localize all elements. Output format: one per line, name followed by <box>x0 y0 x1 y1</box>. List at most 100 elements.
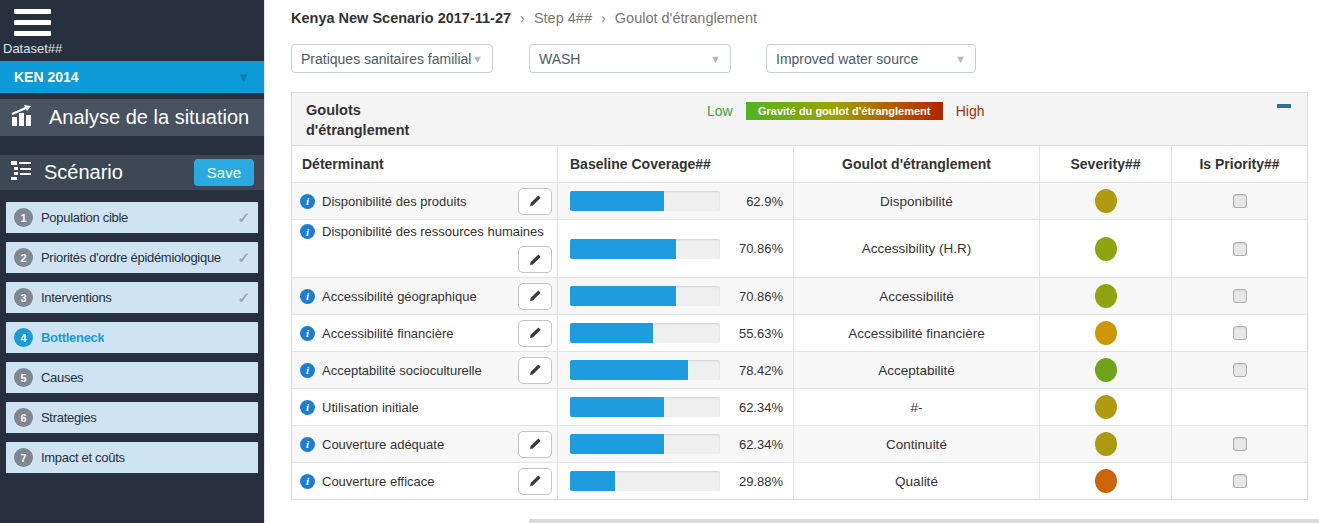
edit-button[interactable] <box>518 283 552 310</box>
sidebar-step-item[interactable]: 1 Population cible ✓ <box>6 202 258 233</box>
bottleneck-cell: Accessibility (H.R) <box>794 220 1040 277</box>
scenario-steps: 1 Population cible ✓ 2 Priorités d'ordre… <box>6 202 258 482</box>
list-icon <box>10 159 32 186</box>
coverage-bar-track <box>570 323 720 343</box>
edit-button[interactable] <box>518 468 552 495</box>
priority-checkbox[interactable] <box>1233 437 1247 451</box>
breadcrumb-scenario[interactable]: Kenya New Scenario 2017-11-27 <box>291 10 511 26</box>
sidebar-item-label: Scénario <box>44 161 123 184</box>
edit-button[interactable] <box>518 188 552 215</box>
sidebar-step-item[interactable]: 7 Impact et coûts ✓ <box>6 442 258 473</box>
sidebar-step-item[interactable]: 6 Strategies ✓ <box>6 402 258 433</box>
column-header-bottleneck: Goulot d'étranglement <box>794 146 1040 182</box>
chevron-right-icon: › <box>601 10 606 26</box>
step-number-badge: 6 <box>14 408 33 427</box>
bottleneck-cell: Continuité <box>794 426 1040 462</box>
chart-icon <box>10 104 37 132</box>
baseline-coverage-cell: 62.34% <box>558 426 794 462</box>
bottom-divider <box>529 519 1319 523</box>
column-header-baseline-coverage: Baseline Coverage## <box>558 146 794 182</box>
severity-gradient-bar: Gravité du goulot d'étranglement <box>746 102 943 120</box>
table-header: Déterminant Baseline Coverage## Goulot d… <box>292 145 1307 182</box>
coverage-bar-fill <box>570 360 688 380</box>
priority-checkbox[interactable] <box>1233 326 1247 340</box>
intervention-group-dropdown[interactable]: WASH ▼ <box>529 44 731 73</box>
intervention-category-dropdown[interactable]: Pratiques sanitaires familiales ▼ <box>291 44 493 73</box>
severity-indicator <box>1095 284 1117 308</box>
baseline-coverage-cell: 62.9% <box>558 183 794 219</box>
coverage-bar-fill <box>570 397 664 417</box>
sidebar-step-item[interactable]: 5 Causes ✓ <box>6 362 258 393</box>
edit-button[interactable] <box>518 357 552 384</box>
sidebar-item-situation-analysis[interactable]: Analyse de la situation <box>0 99 264 136</box>
info-icon[interactable]: i <box>300 224 315 239</box>
collapse-panel-icon[interactable] <box>1277 104 1291 108</box>
coverage-value: 70.86% <box>739 289 783 304</box>
bottleneck-cell: Acceptabilité <box>794 352 1040 388</box>
info-icon[interactable]: i <box>300 363 315 378</box>
dataset-dropdown[interactable]: KEN 2014 ▼ <box>0 61 264 93</box>
breadcrumb: Kenya New Scenario 2017-11-27 › Step 4##… <box>291 10 757 26</box>
is-priority-cell <box>1172 220 1307 277</box>
info-icon[interactable]: i <box>300 289 315 304</box>
determinant-cell: i Disponibilité des ressources humaines <box>292 220 558 277</box>
determinant-cell: i Couverture efficace <box>292 463 558 499</box>
baseline-coverage-cell: 29.88% <box>558 463 794 499</box>
coverage-bar-track <box>570 471 720 491</box>
coverage-value: 70.86% <box>739 241 783 256</box>
bottleneck-cell: Disponibilité <box>794 183 1040 219</box>
priority-checkbox[interactable] <box>1233 289 1247 303</box>
edit-button[interactable] <box>518 246 552 273</box>
chevron-down-icon: ▼ <box>955 53 966 65</box>
hamburger-menu-icon[interactable] <box>14 9 51 42</box>
coverage-bar-track <box>570 191 720 211</box>
step-label: Interventions <box>41 290 112 305</box>
coverage-bar-fill <box>570 323 653 343</box>
sidebar-step-item[interactable]: 4 Bottleneck ✓ <box>6 322 258 353</box>
info-icon[interactable]: i <box>300 400 315 415</box>
is-priority-cell <box>1172 315 1307 351</box>
info-icon[interactable]: i <box>300 194 315 209</box>
info-icon[interactable]: i <box>300 474 315 489</box>
edit-button[interactable] <box>518 431 552 458</box>
table-row: i Disponibilité des produits 62.9% Dispo… <box>292 182 1307 219</box>
info-icon[interactable]: i <box>300 326 315 341</box>
priority-checkbox[interactable] <box>1233 474 1247 488</box>
severity-cell <box>1040 463 1172 499</box>
severity-cell <box>1040 278 1172 314</box>
sidebar-item-scenario[interactable]: Scénario Save <box>0 155 264 190</box>
dataset-value: KEN 2014 <box>14 69 79 85</box>
step-number-badge: 4 <box>14 328 33 347</box>
priority-checkbox[interactable] <box>1233 363 1247 377</box>
dropdown-value: Pratiques sanitaires familiales <box>301 51 471 67</box>
column-header-severity: Severity## <box>1040 146 1172 182</box>
edit-button[interactable] <box>518 320 552 347</box>
step-number-badge: 2 <box>14 248 33 267</box>
coverage-value: 62.9% <box>746 194 783 209</box>
info-icon[interactable]: i <box>300 437 315 452</box>
chevron-down-icon: ▼ <box>710 53 721 65</box>
coverage-bar-track <box>570 397 720 417</box>
save-button[interactable]: Save <box>194 159 254 186</box>
severity-cell <box>1040 315 1172 351</box>
severity-indicator <box>1095 321 1117 345</box>
breadcrumb-step[interactable]: Step 4## <box>534 10 592 26</box>
intervention-dropdown[interactable]: Improved water source ▼ <box>766 44 976 73</box>
sidebar-step-item[interactable]: 3 Interventions ✓ <box>6 282 258 313</box>
determinant-label: Disponibilité des produits <box>322 194 467 209</box>
table-row: i Accessibilité géographique 70.86% Acce… <box>292 277 1307 314</box>
sidebar-step-item[interactable]: 2 Priorités d'ordre épidémiologique ✓ <box>6 242 258 273</box>
determinant-cell: i Couverture adéquate <box>292 426 558 462</box>
baseline-coverage-cell: 78.42% <box>558 352 794 388</box>
priority-checkbox[interactable] <box>1233 194 1247 208</box>
coverage-bar-fill <box>570 191 664 211</box>
step-number-badge: 3 <box>14 288 33 307</box>
is-priority-cell <box>1172 183 1307 219</box>
severity-indicator <box>1095 189 1117 213</box>
determinant-label: Acceptabilité socioculturelle <box>322 363 482 378</box>
chevron-down-icon: ▼ <box>472 53 483 65</box>
coverage-value: 55.63% <box>739 326 783 341</box>
step-label: Causes <box>41 370 83 385</box>
coverage-bar-track <box>570 286 720 306</box>
priority-checkbox[interactable] <box>1233 242 1247 256</box>
